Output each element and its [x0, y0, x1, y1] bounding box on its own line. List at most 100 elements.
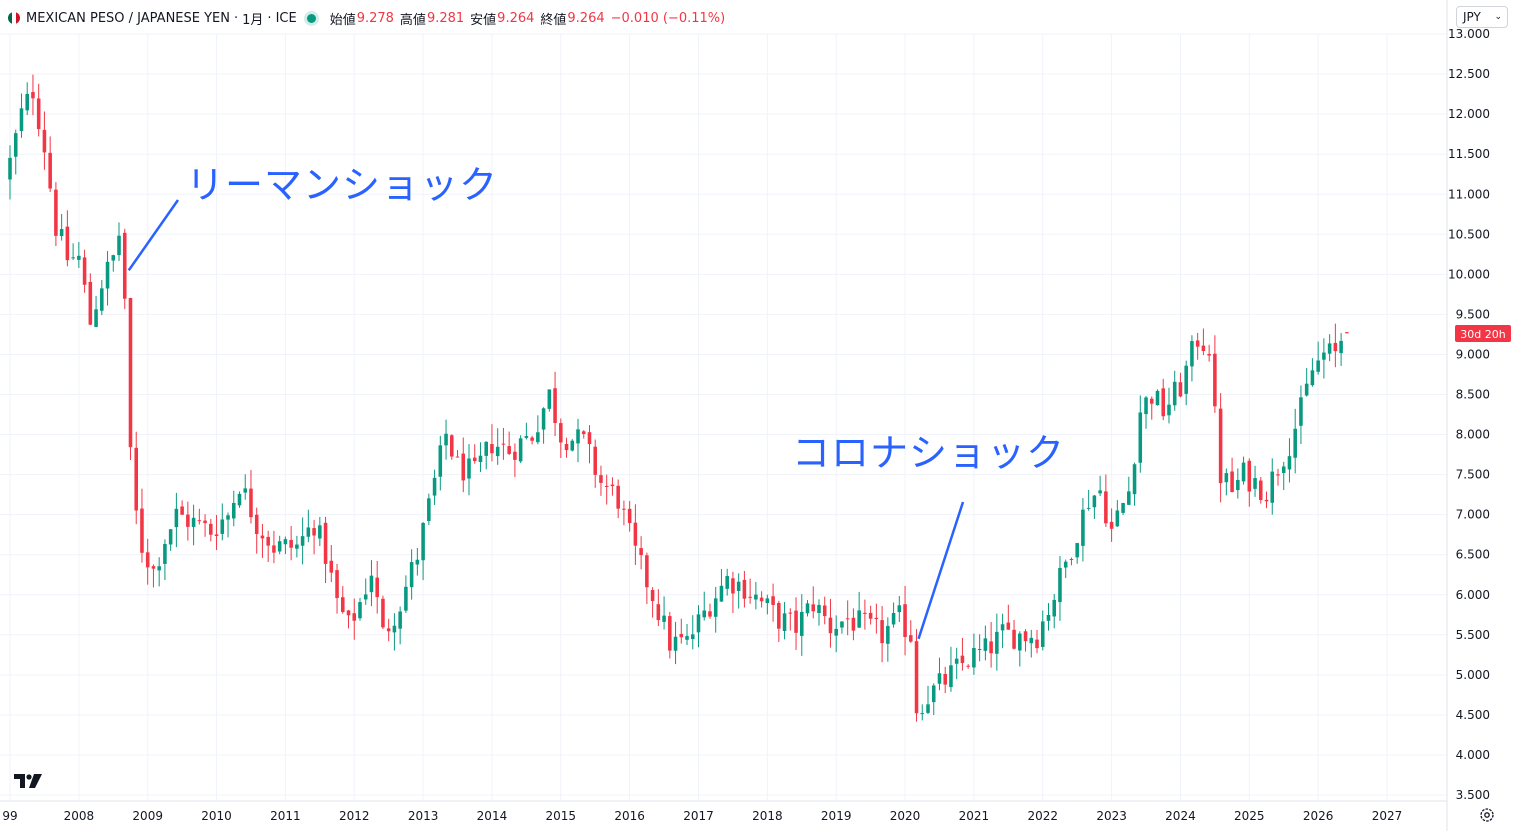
candle-body: [679, 633, 684, 638]
low-value: 9.264: [497, 10, 535, 26]
candle: [1264, 491, 1269, 509]
candle-body: [427, 498, 431, 522]
candle: [954, 647, 959, 680]
low-label: 安値: [470, 12, 497, 28]
candle-body: [1006, 622, 1011, 630]
candle-body: [954, 658, 959, 664]
tradingview-logo-icon[interactable]: [14, 772, 44, 790]
candle-body: [1172, 381, 1177, 406]
x-tick-label: 2011: [270, 809, 301, 823]
candle: [972, 633, 976, 675]
candle-body: [662, 615, 666, 622]
candle-body: [805, 603, 810, 614]
high-label: 高値: [399, 12, 426, 28]
candle-body: [1000, 624, 1005, 631]
candle-body: [524, 436, 529, 438]
candle-body: [36, 98, 41, 130]
candle: [381, 595, 385, 630]
symbol-legend: MEXICAN PESO / JAPANESE YEN · 1月 · ICE 始…: [8, 8, 725, 28]
candle: [1345, 331, 1349, 334]
candle: [719, 568, 724, 602]
candle-body: [421, 522, 425, 561]
candle-body: [484, 441, 488, 456]
market-status-icon[interactable]: [306, 13, 316, 23]
candle: [318, 517, 322, 547]
candle: [748, 578, 752, 604]
price-tag-box: [1455, 325, 1511, 342]
candle-body: [1081, 509, 1085, 546]
candle-body: [266, 536, 270, 546]
candle-body: [358, 602, 362, 619]
price-axis[interactable]: 3.500 4.000 4.500 5.000 5.500 6.000 6.500 7.000…: [1446, 0, 1490, 831]
candle-body: [1063, 561, 1068, 568]
candle: [1299, 385, 1303, 444]
candle: [983, 625, 988, 661]
candle: [1333, 323, 1338, 368]
candle: [943, 666, 947, 694]
candle: [880, 606, 884, 663]
candle: [1063, 559, 1068, 578]
candle: [673, 621, 678, 665]
candle-body: [438, 445, 443, 477]
candle-body: [811, 604, 816, 612]
candle-body: [725, 575, 729, 589]
candle-body: [501, 443, 506, 445]
candle-body: [983, 638, 988, 651]
y-tick-label: 6.500: [1456, 548, 1490, 562]
candle: [570, 439, 575, 452]
candle: [1230, 457, 1234, 493]
candle-body: [1052, 599, 1057, 617]
candle-body: [1029, 637, 1034, 644]
separator: ·: [267, 10, 272, 26]
candle-body: [289, 539, 293, 548]
candle: [42, 111, 47, 170]
candle-body: [1075, 543, 1079, 558]
candle-body: [788, 612, 793, 614]
currency-selector[interactable]: JPY ⌄: [1456, 6, 1508, 28]
lehman-shock-annotation: リーマンショック: [186, 163, 499, 207]
candle: [1241, 456, 1246, 485]
candle: [564, 437, 569, 458]
candle-body: [1287, 456, 1292, 470]
candle: [100, 279, 104, 316]
candle: [840, 621, 844, 634]
gear-icon[interactable]: [1478, 806, 1496, 824]
candle: [977, 634, 982, 662]
candle: [243, 474, 248, 500]
candle-body: [312, 528, 316, 536]
symbol-name[interactable]: MEXICAN PESO / JAPANESE YEN: [26, 10, 230, 26]
y-tick-label: 6.000: [1456, 588, 1490, 602]
candle: [914, 629, 919, 722]
candle: [874, 603, 879, 634]
candle: [1149, 396, 1154, 420]
candle: [289, 526, 293, 561]
candle: [1029, 629, 1034, 658]
candle: [501, 427, 506, 460]
candle: [507, 431, 511, 456]
candle: [392, 613, 397, 651]
candle: [1012, 619, 1016, 650]
candle-body: [1167, 404, 1171, 416]
candle-body: [1327, 343, 1332, 354]
close-label: 終値: [540, 12, 567, 28]
currency-value: JPY: [1463, 10, 1481, 24]
candle-body: [1218, 408, 1223, 484]
candle-body: [736, 581, 741, 591]
candle-body: [1201, 345, 1206, 352]
candle: [134, 431, 139, 525]
time-axis[interactable]: 99 2008 2009 2010 2011 2012 2013 2014 2015 2016 20…: [0, 800, 1447, 823]
candle-body: [450, 435, 454, 457]
candle-body: [432, 477, 437, 496]
candle: [524, 422, 529, 440]
candle: [897, 596, 902, 622]
y-tick-label: 10.500: [1448, 227, 1490, 241]
candle: [713, 586, 718, 633]
candle-body: [157, 566, 161, 571]
candle: [1035, 629, 1039, 654]
candle-body: [610, 484, 615, 487]
candle: [668, 611, 672, 659]
interval-label[interactable]: 1月: [242, 12, 264, 28]
candle: [702, 591, 707, 621]
candle: [266, 530, 270, 562]
